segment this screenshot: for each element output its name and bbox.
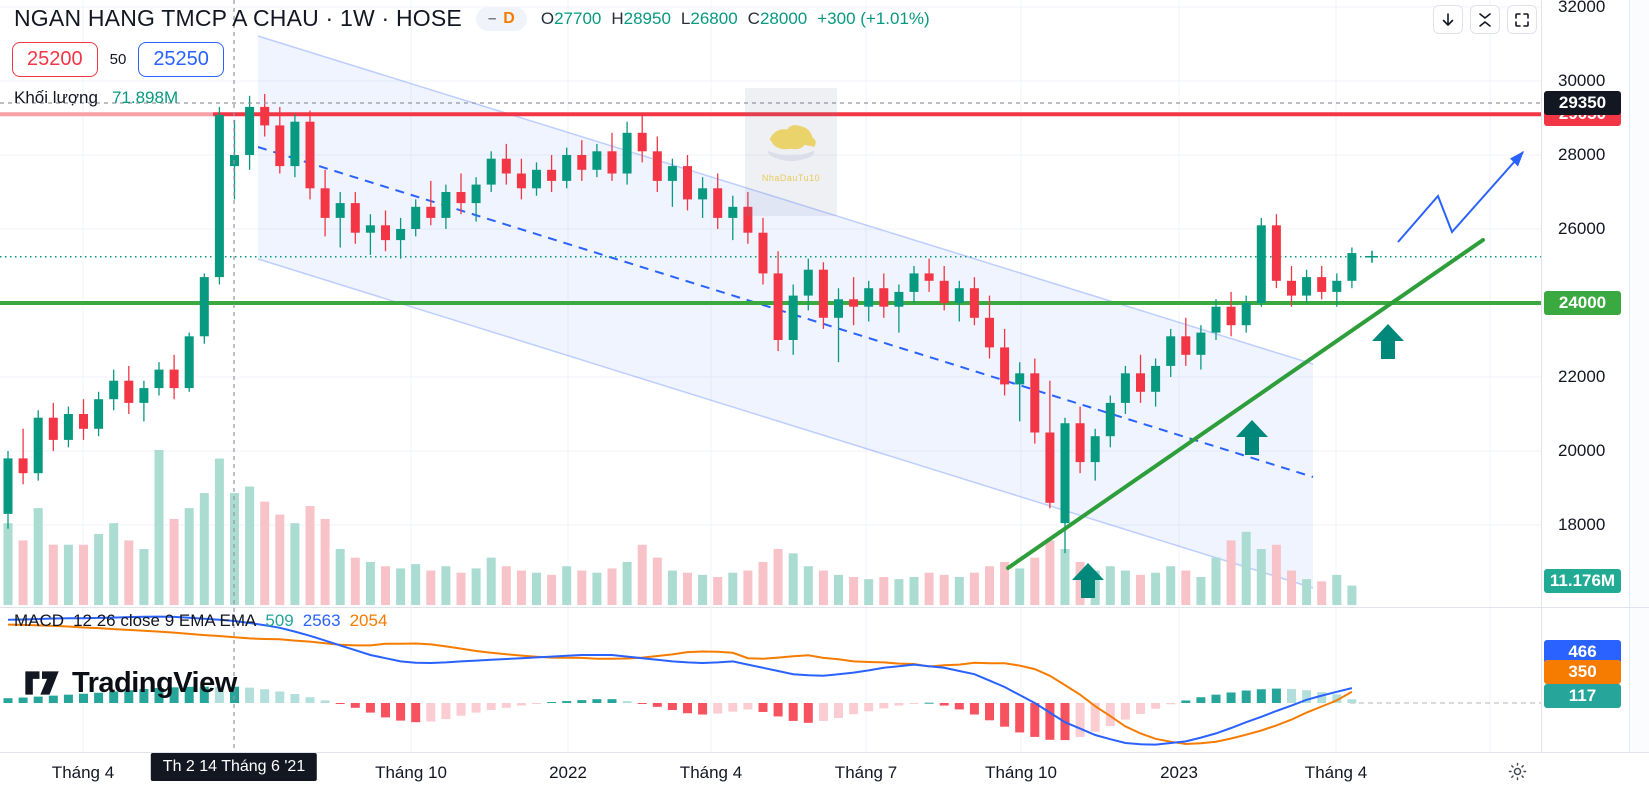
collapse-pane-button[interactable] — [1470, 5, 1500, 34]
price-axis-label: 32000 — [1558, 0, 1606, 16]
low-label: L — [680, 8, 691, 28]
time-axis-label: Tháng 7 — [834, 763, 898, 782]
axis-separator — [0, 752, 1649, 753]
volume-legend[interactable]: Khối lượng 71.898M — [14, 88, 178, 108]
volume-badge: 11.176M — [1544, 569, 1621, 593]
macd-value-badge: 117 — [1544, 684, 1621, 708]
crosshair-price-badge: 29350 — [1544, 91, 1621, 115]
high-label: H — [611, 8, 624, 28]
low-value: 26800 — [690, 8, 738, 28]
fullscreen-icon — [1515, 12, 1529, 27]
crosshair-date-tooltip: Th 2 14 Tháng 6 '21 — [150, 753, 318, 781]
watermark: NhaDauTu10 — [745, 88, 837, 216]
gear-icon — [1508, 762, 1526, 780]
watermark-text: NhaDauTu10 — [761, 173, 821, 183]
fullscreen-button[interactable] — [1507, 5, 1537, 34]
green-line-price-badge: 24000 — [1544, 291, 1621, 315]
price-axis-label: 26000 — [1558, 219, 1606, 238]
time-axis-label: Tháng 4 — [679, 763, 743, 782]
buy-ask-button[interactable]: 25250 — [138, 42, 224, 77]
tradingview-logo-icon — [25, 671, 59, 695]
macd-legend[interactable]: MACD 12 26 close 9 EMA EMA 509 2563 2054 — [14, 611, 387, 631]
price-axis[interactable]: 3200030000280002600022000200001800029050… — [1541, 0, 1628, 752]
time-axis-label: Tháng 10 — [985, 763, 1057, 782]
open-value: 27700 — [554, 8, 602, 28]
close-label: C — [747, 8, 760, 28]
time-axis-label: 2023 — [1160, 763, 1198, 782]
macd-line-value: 2563 — [302, 611, 341, 630]
volume-label: Khối lượng — [14, 88, 98, 107]
arrow-down-icon — [1442, 12, 1454, 26]
price-axis-label: 30000 — [1558, 71, 1606, 90]
right-toolbar-strip — [1629, 0, 1649, 752]
collapse-icon — [1479, 12, 1491, 27]
close-value: 28000 — [759, 8, 808, 28]
price-axis-label: 22000 — [1558, 367, 1606, 386]
spread-value: 50 — [109, 51, 127, 68]
macd-params: 12 26 close 9 EMA EMA — [73, 611, 257, 630]
high-value: 28950 — [623, 8, 671, 28]
scroll-to-recent-button[interactable] — [1433, 5, 1463, 34]
price-axis-label: 18000 — [1558, 515, 1606, 534]
time-axis-label: 2022 — [549, 763, 587, 782]
daily-flag: D — [503, 9, 515, 27]
dash-icon: – — [487, 10, 497, 27]
time-axis-label: Tháng 4 — [1304, 763, 1368, 782]
tradingview-logo[interactable]: TradingView — [22, 663, 237, 703]
macd-signal-value: 2054 — [349, 611, 388, 630]
tradingview-logo-text: TradingView — [72, 666, 237, 699]
change-value: +300 (+1.01%) — [817, 8, 930, 28]
bull-logo-icon — [767, 125, 816, 162]
time-axis[interactable]: Tháng 4 Tháng 10 2022 Tháng 4 Tháng 7 Tháng 1… — [0, 753, 1649, 803]
macd-value-badge: 350 — [1544, 660, 1621, 684]
symbol-title[interactable]: NGAN HANG TMCP A CHAU · 1W · HOSE — [14, 5, 462, 31]
ohlc-readout: O27700 H28950 L26800 C28000 +300 (+1.01%… — [541, 9, 930, 29]
macd-hist-value: 509 — [265, 611, 294, 630]
pane-separator[interactable] — [0, 607, 1649, 608]
source-pill[interactable]: – D — [475, 6, 527, 31]
macd-label: MACD — [14, 611, 65, 630]
chart-canvas[interactable] — [0, 0, 1541, 752]
volume-value: 71.898M — [111, 88, 179, 107]
sell-bid-button[interactable]: 25200 — [12, 42, 98, 77]
axis-settings-button[interactable] — [1502, 756, 1532, 786]
price-axis-label: 28000 — [1558, 145, 1606, 164]
price-axis-label: 20000 — [1558, 441, 1606, 460]
time-axis-label: Tháng 4 — [51, 763, 115, 782]
open-label: O — [540, 8, 555, 28]
time-axis-label: Tháng 10 — [375, 763, 447, 782]
